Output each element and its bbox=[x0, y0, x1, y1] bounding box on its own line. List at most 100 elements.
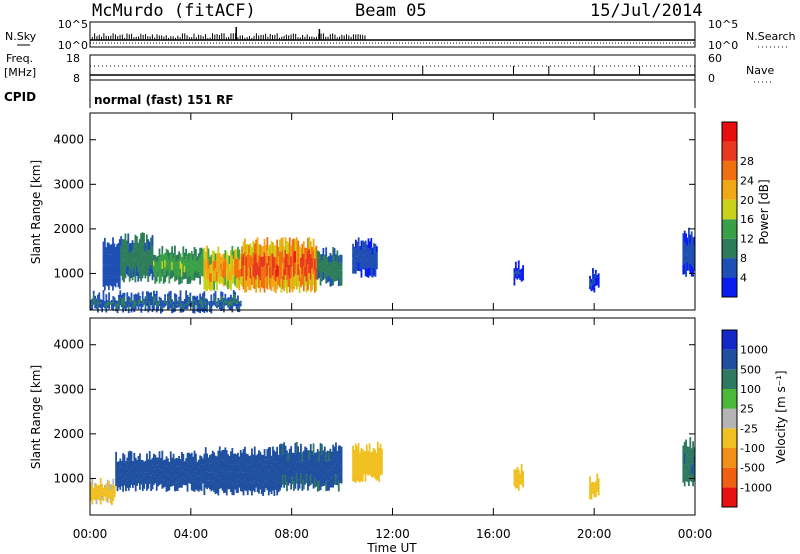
velocity-cell bbox=[248, 464, 251, 474]
power-cell bbox=[321, 254, 323, 261]
velocity-cell bbox=[151, 473, 154, 482]
power-cell bbox=[154, 293, 157, 297]
velocity-cell bbox=[175, 457, 178, 467]
velocity-cell bbox=[295, 462, 298, 474]
power-cell bbox=[176, 304, 179, 306]
power-cell bbox=[120, 236, 123, 247]
velocity-cell bbox=[363, 457, 365, 463]
velocity-cell bbox=[363, 451, 365, 457]
velocity-cell bbox=[186, 462, 189, 473]
power-cell bbox=[368, 241, 371, 250]
velocity-cell bbox=[596, 487, 599, 492]
power-cell bbox=[117, 265, 120, 277]
power-cell bbox=[113, 304, 116, 307]
velocity-cell bbox=[333, 456, 336, 466]
power-cell bbox=[171, 269, 174, 278]
power-cell bbox=[283, 257, 286, 269]
velocity-cell bbox=[294, 442, 297, 455]
power-cell bbox=[148, 250, 151, 259]
velocity-cell bbox=[214, 484, 217, 495]
velocity-cell bbox=[274, 461, 277, 471]
power-cell bbox=[260, 277, 263, 288]
velocity-cell bbox=[594, 493, 597, 498]
power-cell bbox=[148, 297, 151, 302]
power-cell bbox=[305, 247, 308, 260]
power-cell bbox=[321, 260, 323, 268]
power-cell bbox=[319, 269, 322, 278]
power-cell bbox=[244, 252, 246, 266]
power-cell bbox=[290, 267, 293, 279]
power-cell bbox=[148, 301, 151, 306]
power-blob-7 bbox=[513, 260, 524, 286]
velocity-cell bbox=[105, 483, 108, 488]
power-cell bbox=[123, 292, 126, 297]
power-cell bbox=[251, 265, 253, 276]
power-cell bbox=[118, 301, 120, 306]
velocity-cell bbox=[192, 456, 195, 466]
velocity-cell bbox=[119, 474, 122, 482]
power-cell bbox=[167, 301, 169, 306]
nsearch-label: N.Search bbox=[746, 30, 796, 43]
power-cell bbox=[161, 245, 164, 254]
power-cell bbox=[203, 258, 206, 269]
velocity-cell bbox=[116, 469, 119, 477]
power-cell bbox=[298, 281, 301, 293]
power-cell bbox=[290, 245, 293, 257]
power-cell bbox=[692, 247, 694, 257]
power-cell bbox=[210, 263, 213, 273]
power-cell bbox=[111, 299, 113, 303]
power-cell bbox=[188, 299, 190, 302]
velocity-cell bbox=[137, 462, 140, 470]
velocity-cell bbox=[101, 495, 103, 500]
power-cell bbox=[116, 263, 118, 274]
velocity-cell bbox=[689, 437, 692, 449]
velocity-cell bbox=[158, 459, 161, 469]
velocity-cell bbox=[256, 463, 259, 474]
velocity-cell bbox=[302, 479, 305, 490]
velocity-cell bbox=[127, 461, 130, 472]
velocity-colorbar-tick: -25 bbox=[740, 422, 758, 435]
power-cell bbox=[178, 259, 181, 268]
power-cell bbox=[105, 256, 108, 267]
power-cell bbox=[224, 293, 227, 297]
velocity-cell bbox=[204, 457, 207, 468]
velocity-cell bbox=[174, 475, 176, 484]
power-cell bbox=[190, 302, 193, 304]
power-cell bbox=[356, 263, 359, 271]
power-cell bbox=[352, 258, 354, 267]
velocity-cell bbox=[211, 450, 214, 461]
velocity-cell bbox=[237, 483, 239, 494]
power-cell bbox=[113, 254, 116, 265]
power-cell bbox=[131, 240, 134, 251]
velocity-cell bbox=[174, 483, 176, 492]
velocity-cell bbox=[286, 450, 288, 461]
power-cell bbox=[288, 237, 291, 252]
velocity-cell bbox=[255, 463, 258, 472]
power-cell bbox=[294, 262, 297, 275]
power-cell bbox=[146, 302, 148, 306]
power-cell bbox=[174, 272, 176, 282]
power-cell bbox=[209, 306, 211, 310]
power-cell bbox=[368, 249, 371, 259]
power-cell bbox=[223, 261, 225, 270]
power-cell bbox=[363, 241, 366, 249]
velocity-cell bbox=[308, 450, 311, 460]
power-cell bbox=[109, 303, 112, 305]
velocity-cell bbox=[246, 454, 249, 465]
velocity-cell bbox=[111, 499, 113, 506]
velocity-cell bbox=[262, 465, 265, 476]
power-cell bbox=[192, 295, 195, 301]
velocity-cell bbox=[365, 451, 368, 460]
velocity-cell bbox=[283, 476, 286, 488]
power-cell bbox=[130, 260, 133, 270]
velocity-cell bbox=[267, 483, 270, 496]
power-cell bbox=[235, 301, 238, 304]
velocity-cell bbox=[217, 484, 220, 496]
power-cell bbox=[232, 294, 235, 299]
power-cell bbox=[181, 263, 183, 271]
power-cell bbox=[195, 296, 197, 299]
noise-traces bbox=[89, 27, 695, 44]
velocity-cell bbox=[253, 469, 256, 481]
velocity-cell bbox=[364, 458, 367, 467]
velocity-cell bbox=[164, 479, 167, 487]
